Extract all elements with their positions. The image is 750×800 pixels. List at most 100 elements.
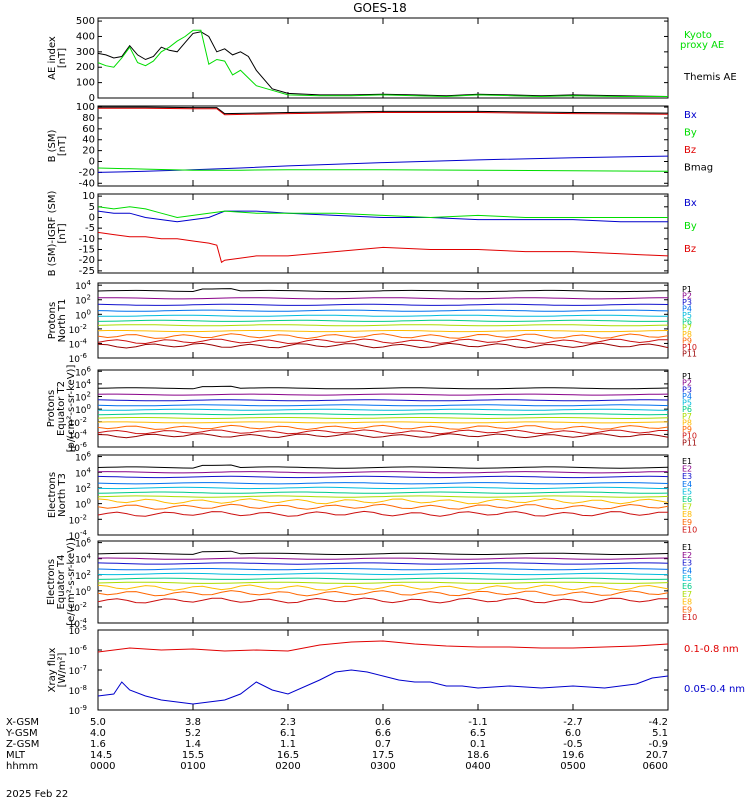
y-tick-label: -10 xyxy=(79,234,95,245)
y-axis-label: [p/(cm²-s-sr-keV)] xyxy=(66,365,77,453)
x-row-value: 0400 xyxy=(465,761,490,772)
y-axis-label: [e/(cm²-s-sr-keV)] xyxy=(66,538,77,626)
y-tick-label: 10 xyxy=(82,191,95,202)
y-tick-label: 60 xyxy=(82,124,95,135)
y-tick-label: 100 xyxy=(75,498,91,511)
panel-frame xyxy=(98,106,668,186)
x-row-value: 15.5 xyxy=(182,750,204,761)
y-tick-label: 102 xyxy=(75,569,91,582)
panel-frame xyxy=(98,194,668,273)
date-label: 2025 Feb 22 xyxy=(6,789,68,800)
y-tick-label: 10-4 xyxy=(69,337,88,350)
x-row-value: 4.0 xyxy=(90,728,106,739)
channel-p8 xyxy=(98,422,668,423)
channel-e2 xyxy=(98,472,668,473)
y-tick-label: 100 xyxy=(75,585,91,598)
channel-e1 xyxy=(98,551,668,554)
panel-frame xyxy=(98,630,668,710)
y-tick-label: -40 xyxy=(79,178,95,189)
panel-protons-t1: 10410210010-210-410-6Protons North T1P1P2… xyxy=(47,279,697,365)
legend-p11: P11 xyxy=(682,350,697,359)
y-tick-label: 400 xyxy=(76,31,95,42)
panel-digrf: 1050-5-10-15-20-25B (SM)-IGRF (SM) [nT]Bx… xyxy=(47,191,697,277)
x-row-value: 6.1 xyxy=(280,728,296,739)
x-row-value: 14.5 xyxy=(90,750,112,761)
y-tick-label: 104 xyxy=(75,279,91,292)
x-row-value: 0000 xyxy=(90,761,115,772)
legend-bz: Bz xyxy=(684,244,696,255)
x-row-value: 0.1 xyxy=(470,739,486,750)
x-row-value: -2.7 xyxy=(563,717,583,728)
channel-p8 xyxy=(98,331,668,332)
panel-frame xyxy=(98,370,668,447)
x-row-value: 0.6 xyxy=(375,717,391,728)
x-row-value: 20.7 xyxy=(646,750,668,761)
series-0-05-0-4-nm xyxy=(98,670,668,704)
x-row-value: 19.6 xyxy=(562,750,584,761)
x-row-label: hhmm xyxy=(6,761,38,772)
legend-themis: Themis AE xyxy=(683,72,737,83)
x-row-value: 0.7 xyxy=(375,739,391,750)
channel-p1 xyxy=(98,386,668,389)
y-tick-label: -25 xyxy=(79,266,95,277)
channel-e10 xyxy=(98,598,668,603)
legend-bx: Bx xyxy=(684,110,697,121)
y-tick-label: 10-9 xyxy=(69,704,87,717)
channel-p1 xyxy=(98,289,668,292)
channel-p9 xyxy=(98,334,668,339)
y-tick-label: 10-6 xyxy=(69,352,88,365)
y-tick-label: 102 xyxy=(75,294,91,307)
y-tick-label: 40 xyxy=(82,135,95,146)
x-row-value: 17.5 xyxy=(372,750,394,761)
panel-ae: 5004003002001000AE index [nT]Kyotoproxy A… xyxy=(47,16,737,104)
channel-e7 xyxy=(98,496,668,497)
plot-title: GOES-18 xyxy=(353,1,407,15)
channel-e2 xyxy=(98,558,668,559)
x-row-value: 6.0 xyxy=(565,728,581,739)
x-row-label: MLT xyxy=(6,750,26,761)
panel-electrons-t3: 10610410210010-210-4Electrons North T3E1E… xyxy=(47,451,697,542)
channel-p11 xyxy=(98,343,668,348)
x-row-value: 5.2 xyxy=(185,728,201,739)
series-by xyxy=(98,168,668,171)
y-axis-label: [nT] xyxy=(57,136,68,156)
y-tick-label: 80 xyxy=(82,113,95,124)
x-row-value: -1.1 xyxy=(468,717,488,728)
y-tick-label: 100 xyxy=(76,78,95,89)
x-row-value: -0.9 xyxy=(648,739,668,750)
x-row-value: 1.1 xyxy=(280,739,296,750)
y-tick-label: 200 xyxy=(76,62,95,73)
panel-frame xyxy=(98,18,668,98)
channel-p3 xyxy=(98,304,668,305)
y-tick-label: -20 xyxy=(79,167,95,178)
y-tick-label: 20 xyxy=(82,146,95,157)
y-tick-label: 104 xyxy=(75,553,91,566)
legend-xray-short: 0.05-0.4 nm xyxy=(684,684,745,695)
y-axis-label: [W/m²] xyxy=(57,652,68,687)
x-row-value: 1.6 xyxy=(90,739,106,750)
channel-p4 xyxy=(98,405,668,406)
x-row-value: 18.6 xyxy=(467,750,489,761)
x-row-value: 6.6 xyxy=(375,728,391,739)
legend-bx: Bx xyxy=(684,198,697,209)
channel-e6 xyxy=(98,578,668,579)
channel-e6 xyxy=(98,492,668,493)
y-tick-label: 104 xyxy=(75,466,91,479)
channel-e4 xyxy=(98,483,668,484)
y-tick-label: 104 xyxy=(75,378,91,391)
y-tick-label: 100 xyxy=(75,308,91,321)
x-row-value: 6.5 xyxy=(470,728,486,739)
y-tick-label: 5 xyxy=(89,202,95,213)
channel-p2 xyxy=(98,298,668,299)
y-tick-label: 500 xyxy=(76,16,95,27)
channel-p7 xyxy=(98,418,668,419)
y-tick-label: -5 xyxy=(85,223,95,234)
y-tick-label: 100 xyxy=(76,102,95,113)
series-0-1-0-8-nm xyxy=(98,641,668,652)
channel-p5 xyxy=(98,409,668,410)
channel-p9 xyxy=(98,425,668,429)
legend-e10: E10 xyxy=(682,613,697,622)
